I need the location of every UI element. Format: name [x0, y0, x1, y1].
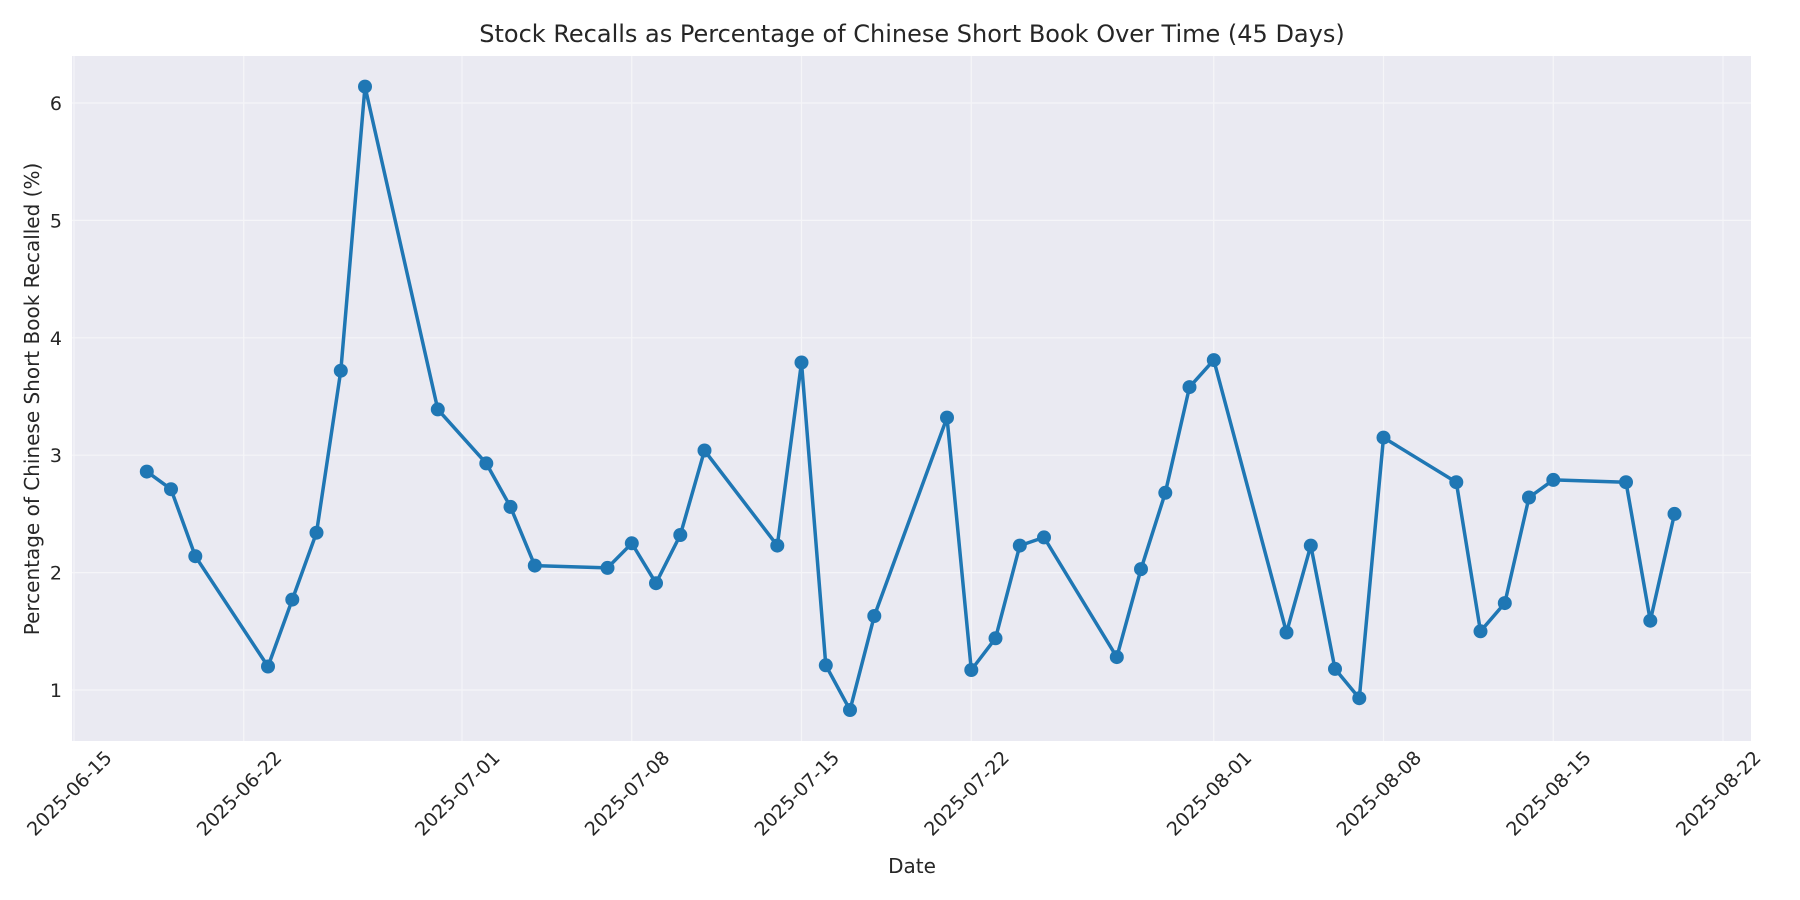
data-point-marker [1109, 650, 1124, 665]
data-point-marker [188, 549, 203, 564]
data-point-marker [430, 402, 445, 417]
data-point-marker [600, 560, 615, 575]
x-tick-label: 2025-07-01 [411, 747, 505, 841]
x-tick-label: 2025-06-22 [193, 747, 287, 841]
data-point-marker [285, 592, 300, 607]
data-point-marker [1328, 661, 1342, 676]
y-tick-label: 5 [50, 210, 62, 232]
x-axis-ticks: 2025-06-15 2025-06-22 2025-07-01 2025-07-08… [23, 747, 1766, 841]
data-point-marker [1522, 490, 1536, 505]
x-tick-label: 2025-08-22 [1672, 747, 1766, 841]
data-point-marker [1158, 485, 1173, 500]
data-point-marker [1449, 475, 1464, 490]
data-point-marker [139, 464, 154, 479]
data-series [139, 79, 1682, 717]
data-point-marker [1667, 506, 1682, 521]
y-tick-label: 2 [50, 563, 62, 585]
data-point-marker [479, 456, 494, 471]
data-point-marker [1303, 538, 1318, 553]
x-tick-label: 2025-08-08 [1332, 747, 1426, 841]
data-point-marker [697, 443, 712, 458]
data-point-marker [843, 703, 857, 717]
data-point-marker [1134, 562, 1148, 577]
data-point-marker [794, 355, 809, 370]
y-tick-label: 1 [50, 680, 62, 702]
gridlines [72, 56, 1751, 741]
data-point-marker [358, 79, 372, 94]
y-tick-label: 6 [50, 93, 62, 115]
data-point-marker [818, 658, 833, 673]
data-point-marker [1619, 475, 1633, 490]
x-tick-label: 2025-08-15 [1502, 747, 1596, 841]
x-tick-label: 2025-07-15 [750, 747, 844, 841]
x-tick-label: 2025-06-15 [23, 747, 117, 841]
chart-title: Stock Recalls as Percentage of Chinese S… [479, 20, 1344, 48]
data-point-marker [1352, 691, 1367, 706]
data-point-marker [1037, 530, 1051, 545]
data-point-marker [503, 499, 518, 514]
plot-area [72, 56, 1751, 741]
data-point-marker [1376, 430, 1391, 445]
data-point-marker [1546, 472, 1561, 487]
y-tick-label: 3 [50, 445, 62, 467]
data-point-marker [1279, 625, 1294, 640]
data-point-marker [624, 536, 639, 551]
data-point-marker [988, 631, 1003, 646]
data-point-marker [673, 528, 688, 542]
x-tick-label: 2025-07-08 [581, 747, 675, 841]
data-point-marker [1182, 380, 1197, 395]
x-tick-label: 2025-07-22 [920, 747, 1014, 841]
y-axis-ticks: 1 2 3 4 5 6 [50, 93, 62, 702]
y-axis-label: Percentage of Chinese Short Book Recalle… [20, 163, 44, 636]
data-point-marker [527, 558, 542, 573]
x-tick-label: 2025-08-01 [1163, 747, 1257, 841]
data-point-marker [1473, 624, 1488, 639]
data-point-marker [940, 410, 954, 425]
y-tick-label: 4 [50, 328, 62, 350]
data-point-marker [1012, 538, 1027, 553]
data-point-marker [261, 659, 275, 674]
data-point-marker [770, 538, 785, 553]
data-point-marker [164, 482, 178, 497]
data-point-marker [867, 609, 882, 623]
data-point-marker [1643, 613, 1658, 628]
data-point-marker [1206, 353, 1221, 368]
data-point-marker [333, 363, 348, 378]
data-point-marker [649, 576, 663, 591]
data-point-marker [1497, 596, 1512, 611]
x-axis-label: Date [888, 854, 936, 878]
data-point-marker [309, 525, 324, 540]
data-point-marker [964, 663, 979, 677]
